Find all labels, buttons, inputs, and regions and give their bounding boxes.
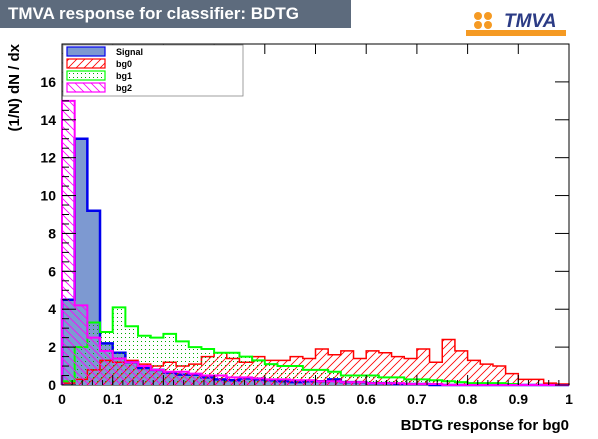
logo-bar	[466, 30, 566, 36]
x-tick-label: 1	[565, 391, 573, 407]
legend-swatch-bg1	[66, 70, 106, 81]
x-tick-label: 0.4	[255, 391, 275, 407]
logo-dot-icon	[484, 12, 492, 20]
legend-label-bg1: bg1	[116, 71, 132, 81]
logo-dot-icon	[474, 21, 482, 29]
series-area-bg1	[62, 307, 569, 385]
logo-text: TMVA	[504, 11, 556, 32]
legend-swatch-bg2	[66, 82, 106, 93]
x-tick-label: 0.6	[356, 391, 376, 407]
x-tick-label: 0.5	[306, 391, 326, 407]
legend-label-bg2: bg2	[116, 83, 132, 93]
legend-label-bg0: bg0	[116, 59, 132, 69]
logo-dot-icon	[474, 12, 482, 20]
series-bg1	[61, 306, 569, 386]
y-tick-label: 16	[40, 74, 56, 90]
y-tick-label: 2	[48, 339, 56, 355]
legend: Signal bg0 bg1 bg2	[62, 44, 244, 97]
series-line-bg1	[61, 306, 569, 386]
x-axis-title: BDTG response for bg0	[401, 417, 569, 434]
legend-swatch-bg0	[66, 58, 106, 69]
x-tick-label: 0.3	[204, 391, 224, 407]
logo-dot-icon	[484, 21, 492, 29]
x-tick-label: 0.7	[407, 391, 427, 407]
x-tick-label: 0.2	[154, 391, 174, 407]
x-tick-label: 0.1	[103, 391, 123, 407]
x-tick-label: 0.8	[458, 391, 478, 407]
y-tick-label: 12	[40, 150, 56, 166]
y-tick-label: 4	[48, 301, 56, 317]
legend-label-signal: Signal	[116, 47, 143, 57]
y-tick-label: 10	[40, 188, 56, 204]
y-tick-label: 0	[48, 377, 56, 393]
x-tick-label: 0	[58, 391, 66, 407]
tmva-logo: TMVA	[466, 11, 566, 36]
y-tick-label: 8	[48, 225, 56, 241]
x-tick-label: 0.9	[509, 391, 529, 407]
y-axis-title: (1/N) dN / dx	[6, 43, 23, 131]
chart-title: TMVA response for classifier: BDTG	[0, 0, 351, 28]
legend-swatch-signal	[66, 46, 106, 57]
y-tick-label: 14	[40, 112, 56, 128]
y-tick-label: 6	[48, 263, 56, 279]
